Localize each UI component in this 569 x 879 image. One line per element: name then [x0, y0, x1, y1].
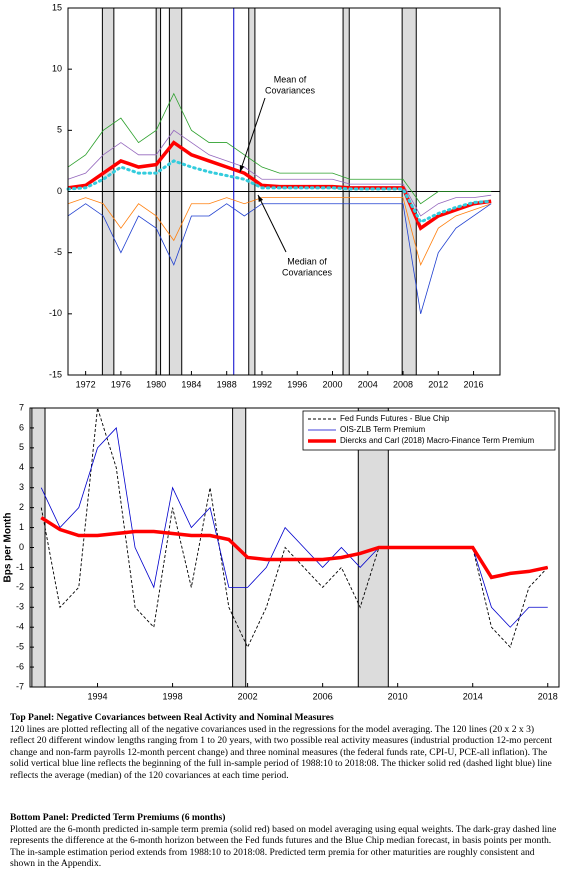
y-tick-label: 4	[19, 462, 24, 472]
x-tick-label: 2018	[538, 691, 558, 701]
x-tick-label: 2002	[238, 691, 258, 701]
y-tick-label: -5	[16, 642, 24, 652]
series-line	[67, 203, 492, 314]
y-tick-label: 1	[19, 522, 24, 532]
series-line	[40, 516, 549, 580]
annotation: Median of	[287, 256, 327, 266]
x-tick-label: 1976	[111, 379, 131, 389]
y-tick-label: -3	[16, 602, 24, 612]
x-tick-label: 1980	[146, 379, 166, 389]
recession-band	[232, 407, 247, 688]
series-line	[40, 427, 548, 628]
x-tick-label: 1972	[76, 379, 96, 389]
x-tick-label: 2014	[463, 691, 483, 701]
y-tick-label: -7	[16, 681, 24, 691]
legend-label: Diercks and Carl (2018) Macro-Finance Te…	[340, 436, 534, 445]
x-tick-label: 2010	[388, 691, 408, 701]
arrow-head	[239, 165, 245, 172]
x-tick-label: 1984	[181, 379, 201, 389]
y-tick-label: 5	[57, 125, 62, 135]
x-tick-label: 1994	[88, 691, 108, 701]
plot-frame	[29, 407, 560, 688]
x-tick-label: 1992	[252, 379, 272, 389]
x-tick-label: 1988	[217, 379, 237, 389]
y-tick-label: 10	[52, 64, 62, 74]
caption-body: Plotted are the 6-month predicted in-sam…	[10, 823, 557, 870]
annotation: Covariances	[265, 85, 316, 95]
y-tick-label: -4	[16, 622, 24, 632]
series-line	[40, 407, 549, 649]
legend-label: Fed Funds Futures - Blue Chip	[340, 414, 450, 423]
y-tick-label: -5	[54, 247, 62, 257]
x-tick-label: 2012	[428, 379, 448, 389]
legend-box	[302, 410, 556, 451]
y-tick-label: 2	[19, 502, 24, 512]
annotation: Mean of	[274, 74, 307, 84]
x-tick-label: 2000	[322, 379, 342, 389]
y-tick-label: 5	[19, 442, 24, 452]
y-axis-label: Bps per Month	[3, 513, 14, 583]
caption-title: Bottom Panel: Predicted Term Premiums (6…	[10, 812, 226, 823]
annotation-arrow	[239, 97, 266, 173]
recession-band	[357, 407, 389, 688]
y-tick-label: 0	[57, 186, 62, 196]
annotation-arrow	[257, 194, 287, 253]
y-tick-label: 3	[19, 482, 24, 492]
series-line	[66, 159, 493, 225]
series-line	[67, 140, 492, 231]
plot-frame	[67, 7, 501, 376]
x-tick-label: 2008	[393, 379, 413, 389]
series-line	[67, 92, 492, 205]
caption-bottom: Bottom Panel: Predicted Term Premiums (6…	[10, 812, 559, 870]
y-tick-label: -1	[16, 562, 24, 572]
y-tick-label: -15	[49, 369, 62, 379]
x-tick-label: 2006	[313, 691, 333, 701]
legend-label: OIS-ZLB Term Premium	[340, 425, 426, 434]
y-tick-label: -10	[49, 308, 62, 318]
y-tick-label: 15	[52, 2, 62, 12]
series-line	[67, 129, 492, 217]
y-tick-label: 0	[19, 542, 24, 552]
caption-title: Top Panel: Negative Covariances between …	[10, 712, 334, 723]
y-tick-label: 7	[19, 402, 24, 412]
arrow-head	[258, 195, 264, 202]
y-tick-label: -6	[16, 661, 24, 671]
top-chart: -15 -10 -5 0 5 10 15 1972 1976 1980 1984 1988 1992 19…	[49, 2, 501, 389]
annotation: Covariances	[282, 267, 333, 277]
recession-band	[31, 407, 46, 688]
x-tick-label: 2016	[464, 379, 484, 389]
x-tick-label: 2004	[358, 379, 378, 389]
caption-body: 120 lines are plotted reflecting all of …	[10, 723, 552, 781]
series-line	[67, 197, 492, 267]
y-tick-label: -2	[16, 582, 24, 592]
caption-top: Top Panel: Negative Covariances between …	[10, 712, 559, 782]
y-tick-label: 6	[19, 422, 24, 432]
x-tick-label: 1996	[287, 379, 307, 389]
x-tick-label: 1998	[163, 691, 183, 701]
